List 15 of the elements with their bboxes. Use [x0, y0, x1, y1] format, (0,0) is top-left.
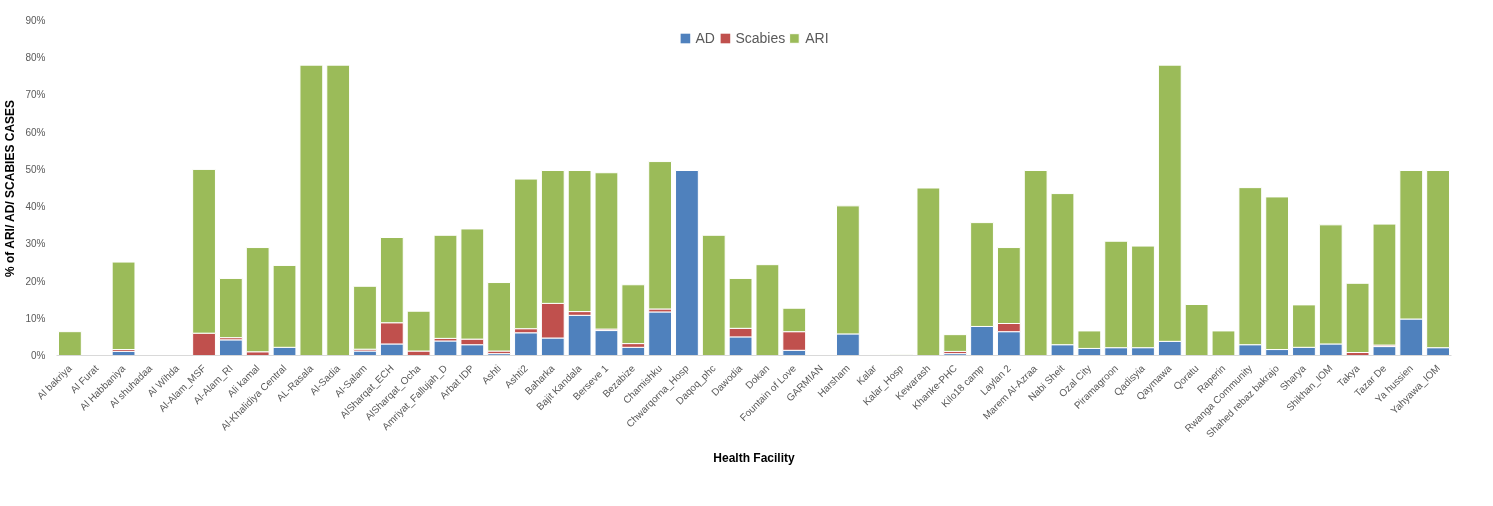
y-tick-label: 50%: [25, 163, 46, 175]
y-axis-title: % of ARI/ AD/ SCABIES CASES: [3, 99, 18, 278]
y-tick-label: 20%: [25, 275, 46, 287]
y-tick-label: 70%: [25, 89, 46, 101]
y-tick-label: 90%: [25, 15, 46, 26]
y-tick-label: 40%: [25, 201, 46, 213]
legend-label: Scabies: [735, 30, 786, 46]
legend-label: AD: [695, 30, 716, 46]
y-tick-label: 10%: [25, 312, 46, 324]
x-axis-title: Health Facility: [713, 451, 795, 466]
y-tick-label: 0%: [31, 350, 46, 361]
y-tick-label: 60%: [25, 126, 46, 138]
y-tick-label: 30%: [25, 238, 46, 250]
y-tick-label: 80%: [25, 52, 46, 64]
legend-label: ARI: [805, 30, 829, 46]
